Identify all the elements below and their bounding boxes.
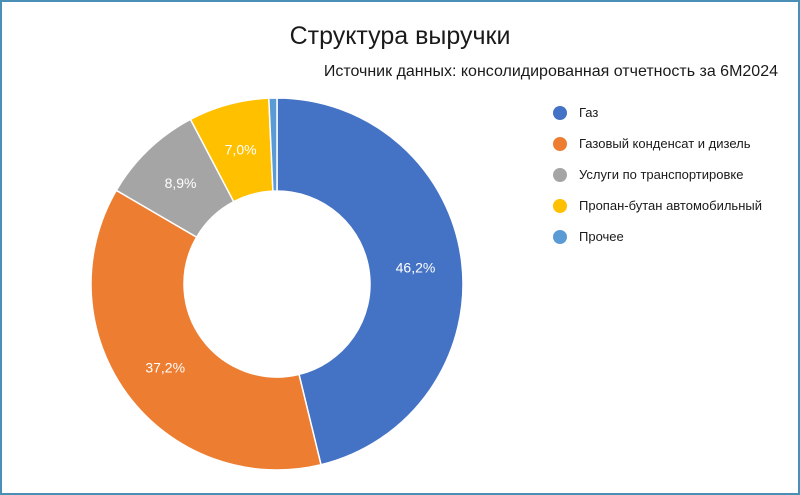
legend-label-3: Пропан-бутан автомобильный (579, 198, 762, 213)
legend-item-0: Газ (553, 97, 762, 128)
slice-1 (90, 189, 322, 471)
slice-label-2: 8,9% (165, 175, 197, 191)
donut-slices (90, 97, 464, 471)
legend-item-1: Газовый конденсат и дизель (553, 128, 762, 159)
legend-swatch-0 (553, 105, 567, 120)
slice-0 (276, 97, 464, 466)
slice-4 (268, 97, 278, 192)
slice-label-3: 7,0% (225, 141, 257, 157)
legend-label-0: Газ (579, 105, 599, 120)
chart-title: Структура выручки (289, 22, 511, 50)
legend-swatch-4 (553, 229, 567, 244)
legend-item-4: Прочее (553, 221, 762, 252)
legend-label-4: Прочее (579, 229, 624, 244)
legend-swatch-3 (553, 198, 567, 213)
legend-label-1: Газовый конденсат и дизель (579, 136, 751, 151)
legend-item-3: Пропан-бутан автомобильный (553, 190, 762, 221)
slice-label-0: 46,2% (396, 259, 436, 275)
chart-legend: Газ Газовый конденсат и дизель Услуги по т… (553, 97, 762, 252)
legend-label-2: Услуги по транспортировке (579, 167, 744, 182)
slice-label-1: 37,2% (145, 359, 185, 375)
chart-subtitle: Источник данных: консолидированная отчет… (323, 63, 778, 80)
legend-swatch-1 (553, 136, 567, 151)
legend-swatch-2 (553, 167, 567, 182)
legend-item-2: Услуги по транспортировке (553, 159, 762, 190)
donut-labels: 46,2% 37,2% 8,9% 7,0% (145, 141, 435, 375)
